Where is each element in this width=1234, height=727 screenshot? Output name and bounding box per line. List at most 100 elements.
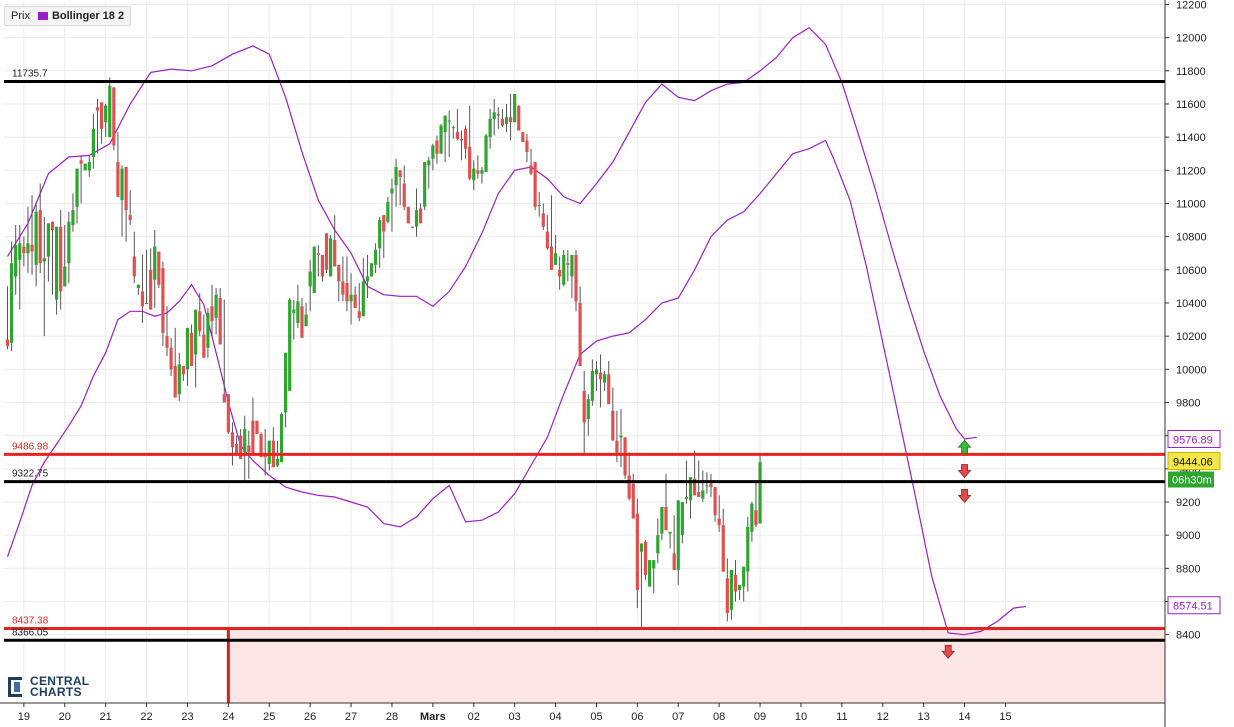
x-tick-label: 13 (918, 711, 930, 723)
candle-body (402, 183, 406, 207)
candle-body (508, 117, 513, 123)
candle-body (300, 306, 304, 338)
candle-body (500, 118, 504, 126)
candle-body (161, 268, 165, 333)
candle-body (398, 170, 402, 177)
x-tick-label: 08 (713, 711, 725, 723)
candle-body (549, 246, 554, 270)
candle-body (263, 455, 267, 458)
level-label: 9486.98 (12, 441, 49, 452)
candle-body (247, 445, 251, 453)
x-tick-label: 28 (386, 711, 398, 723)
level-label: 8437.38 (12, 615, 49, 626)
y-tick-label: 9200 (1176, 497, 1200, 509)
candle-body (701, 490, 705, 499)
price-tag-lower (1167, 596, 1221, 615)
candle-body (410, 226, 415, 228)
price-tag-label: 9576.89 (1173, 434, 1213, 446)
candle-body (177, 364, 181, 395)
x-tick-label: 07 (672, 711, 684, 723)
candle-body (222, 394, 226, 403)
candle-body (140, 291, 145, 307)
x-tick-label: 22 (140, 711, 152, 723)
candle-body (226, 394, 230, 433)
candle-body (267, 440, 271, 464)
candle-body (705, 485, 709, 487)
candle-body (488, 118, 492, 138)
candle-body (30, 244, 34, 252)
y-tick-label: 8400 (1176, 630, 1200, 642)
candle-body (169, 347, 173, 370)
candle-body (292, 309, 296, 313)
candle-body (173, 366, 177, 398)
candle-body (42, 258, 46, 262)
candle-body (729, 569, 734, 610)
candle-body (472, 168, 476, 181)
candle-body (329, 238, 333, 277)
candle-body (693, 478, 697, 496)
timer-tag (1168, 471, 1214, 488)
candle-body (660, 506, 664, 534)
x-tick-label: 10 (795, 711, 807, 723)
x-tick-label: 23 (181, 711, 193, 723)
candle-body (239, 435, 243, 459)
candle-body (382, 215, 386, 232)
candle-body (91, 128, 95, 158)
candle-body (427, 160, 431, 166)
candle-body (75, 168, 79, 207)
candle-body (656, 535, 660, 554)
candle-body (149, 269, 153, 310)
candle-body (418, 208, 423, 224)
x-tick-label: 03 (509, 711, 521, 723)
candle-body (189, 332, 194, 367)
y-tick-label: 10600 (1176, 265, 1207, 277)
candle-body (71, 210, 75, 226)
y-tick-label: 10800 (1176, 232, 1207, 244)
candle-body (423, 162, 427, 207)
y-tick-label: 11200 (1176, 165, 1206, 177)
grid (4, 2, 1165, 703)
candle-body (574, 254, 578, 302)
x-tick-label: 12 (877, 711, 889, 723)
candle-body (234, 443, 239, 454)
bollinger-upper-line (6, 26, 977, 440)
candle-body (558, 269, 562, 277)
y-tick-label: 10000 (1176, 364, 1207, 376)
centralcharts-logo: CENTRAL CHARTS (6, 675, 89, 699)
candles (5, 77, 762, 629)
level-label: 11735.7 (12, 68, 48, 79)
candle-body (529, 165, 533, 174)
candle-body (243, 429, 247, 453)
candle-body (594, 369, 599, 375)
y-tick-label: 11000 (1176, 198, 1206, 210)
candle-body (476, 170, 480, 174)
candle-body (136, 284, 140, 289)
candle-body (521, 132, 525, 143)
candle-body (324, 233, 329, 270)
candle-body (198, 311, 202, 332)
candle-body (648, 560, 652, 587)
arrow-down-icon (957, 488, 972, 503)
candle-body (124, 166, 128, 211)
candle-body (337, 264, 341, 282)
candle-body (746, 526, 750, 572)
candle-body (443, 115, 447, 133)
candle-body (279, 414, 284, 463)
candle-body (144, 302, 149, 304)
candle-body (447, 120, 451, 122)
arrow-up-icon (957, 439, 972, 454)
candle-body (468, 147, 472, 179)
candle-body (721, 525, 725, 572)
level-label: 8366.05 (12, 627, 49, 638)
candle-body (38, 210, 42, 264)
y-tick-label: 12200 (1176, 0, 1207, 11)
candle-body (308, 271, 312, 287)
candle-body (255, 420, 259, 435)
candle-body (525, 140, 529, 153)
candle-body (455, 132, 459, 139)
x-tick-label: 20 (59, 711, 71, 723)
candle-body (725, 578, 729, 614)
candle-body (533, 162, 537, 207)
x-tick-label: 04 (549, 711, 561, 723)
